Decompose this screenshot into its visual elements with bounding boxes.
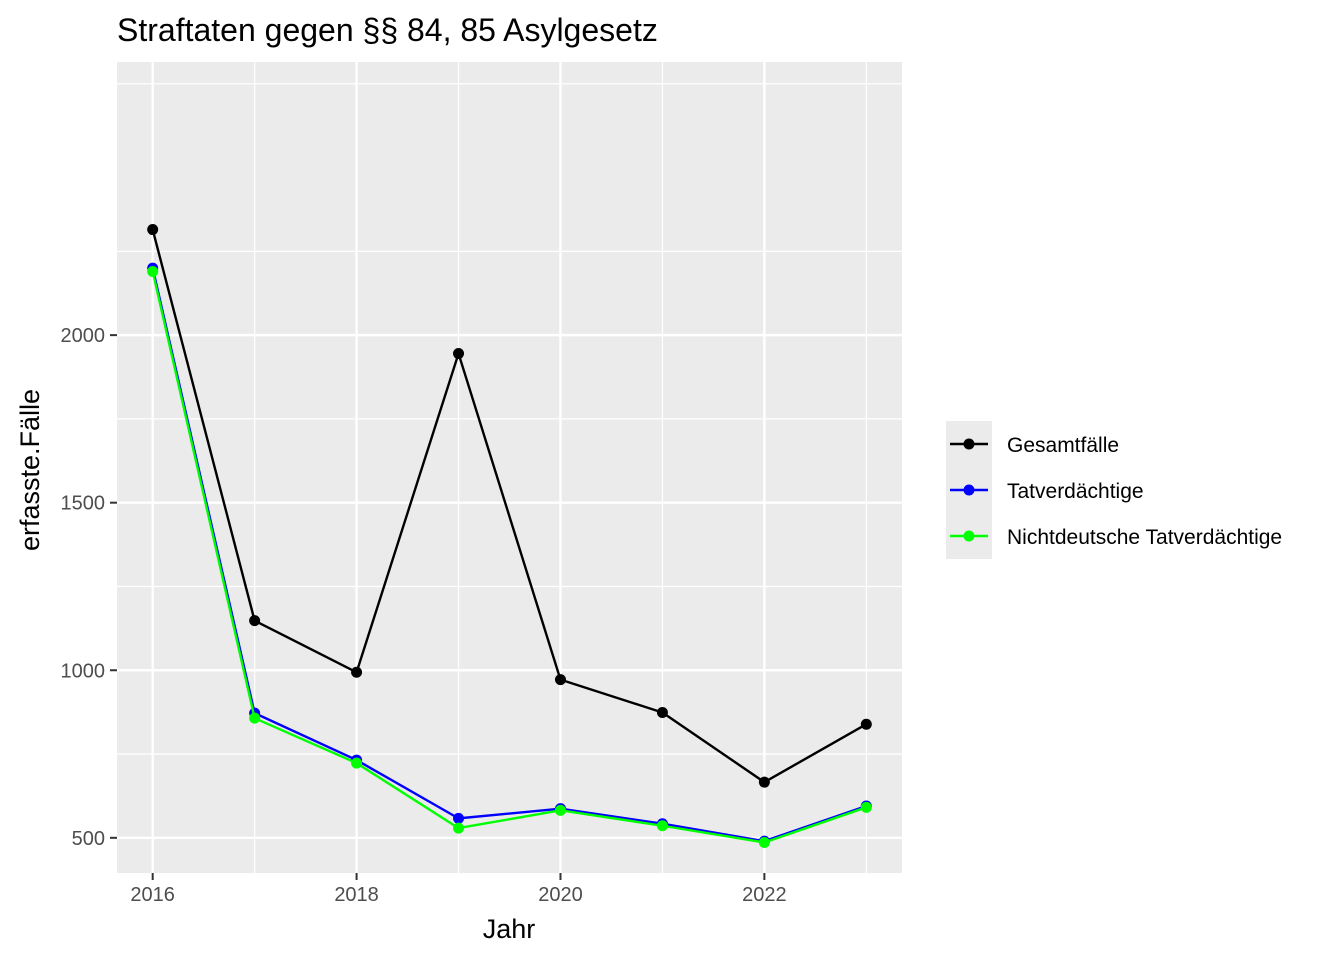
data-point-nichtdeutsche-tatverd-chtige: [758, 837, 770, 849]
x-axis-title: Jahr: [483, 914, 536, 944]
data-point-gesamtf-lle: [860, 718, 872, 730]
data-point-gesamtf-lle: [656, 706, 668, 718]
data-point-gesamtf-lle: [147, 224, 159, 236]
y-tick-label: 1000: [61, 660, 106, 682]
data-point-nichtdeutsche-tatverd-chtige: [147, 265, 159, 277]
x-tick-label: 2022: [742, 884, 787, 906]
plot-panel: [117, 62, 902, 873]
chart-title: Straftaten gegen §§ 84, 85 Asylgesetz: [117, 12, 658, 48]
data-point-tatverd-chtige: [453, 812, 465, 824]
data-point-nichtdeutsche-tatverd-chtige: [656, 820, 668, 832]
legend-label: Nichtdeutsche Tatverdächtige: [1007, 526, 1282, 549]
data-point-gesamtf-lle: [453, 348, 465, 360]
y-tick-labels: 500 1000 1500 2000: [61, 325, 106, 850]
series-line-tatverd-chtige: [151, 267, 867, 843]
legend-label: Gesamtfälle: [1007, 434, 1119, 457]
x-tick-labels: 2016 2018 2020 2022: [130, 884, 786, 906]
data-point-gesamtf-lle: [554, 674, 566, 686]
y-tick-label: 2000: [61, 325, 106, 347]
data-point-nichtdeutsche-tatverd-chtige: [351, 757, 363, 769]
data-point-nichtdeutsche-tatverd-chtige: [453, 822, 465, 834]
legend-key-point: [963, 530, 975, 542]
series-nichtdeutsche-tatverd-chtige: [147, 265, 872, 849]
legend-item-nichtdeutsche-tatverd-chtige: Nichtdeutsche Tatverdächtige: [950, 526, 1282, 549]
y-axis-title: erfasste.Fälle: [15, 389, 45, 551]
x-tick-label: 2018: [334, 884, 379, 906]
data-point-gesamtf-lle: [249, 615, 261, 627]
legend-key-point: [963, 484, 975, 496]
series-line-nichtdeutsche-tatverd-chtige: [151, 271, 867, 844]
x-tick-label: 2020: [538, 884, 583, 906]
legend-key-point: [963, 438, 975, 450]
data-point-nichtdeutsche-tatverd-chtige: [249, 712, 261, 724]
series-layer: [147, 224, 872, 849]
legend: Gesamtfälle Tatverdächtige Nichtdeutsche T…: [946, 421, 1282, 559]
y-tick-label: 1500: [61, 493, 106, 515]
data-point-nichtdeutsche-tatverd-chtige: [554, 804, 566, 816]
data-point-gesamtf-lle: [758, 776, 770, 788]
grid-minor: [117, 62, 902, 873]
data-point-nichtdeutsche-tatverd-chtige: [860, 801, 872, 813]
legend-item-gesamtf-lle: Gesamtfälle: [950, 434, 1119, 457]
legend-label: Tatverdächtige: [1007, 480, 1144, 503]
legend-item-tatverd-chtige: Tatverdächtige: [950, 480, 1144, 503]
data-point-gesamtf-lle: [351, 666, 363, 678]
x-tick-label: 2016: [130, 884, 175, 906]
axis-ticks: [110, 334, 766, 880]
y-tick-label: 500: [72, 828, 105, 850]
series-gesamtf-lle: [147, 224, 872, 788]
series-line-gesamtf-lle: [151, 229, 867, 784]
